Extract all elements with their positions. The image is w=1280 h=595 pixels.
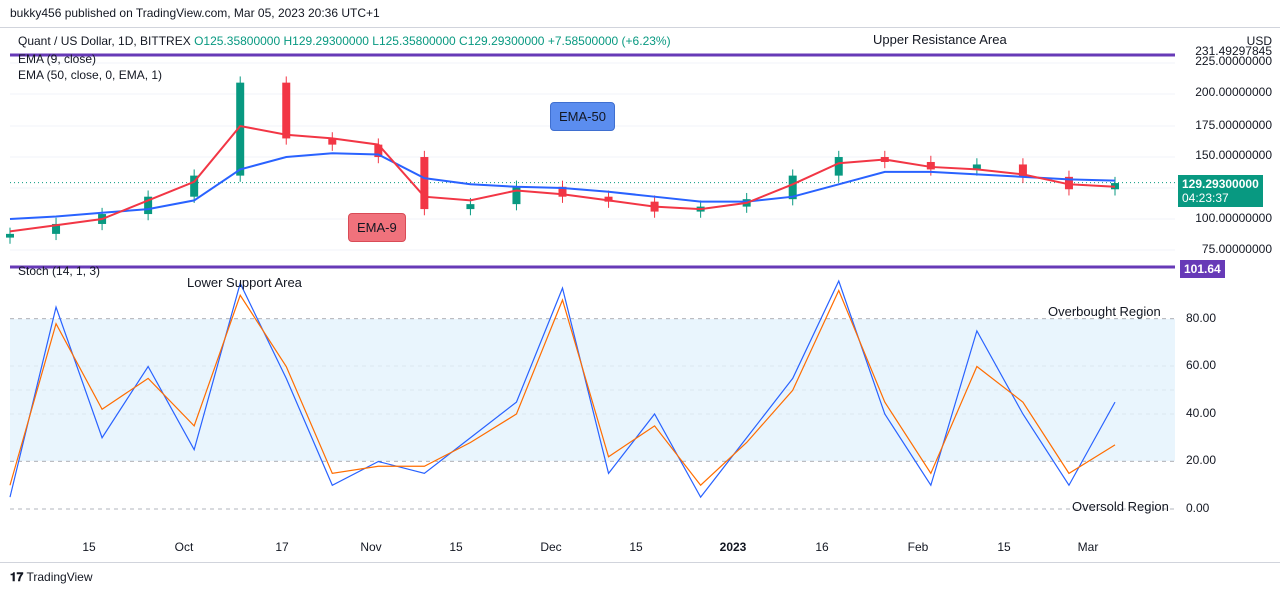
ema50-callout: EMA-50 bbox=[550, 102, 615, 131]
time-axis-label: 2023 bbox=[719, 540, 747, 554]
price-axis-label: 100.00000000 bbox=[1195, 211, 1272, 225]
time-axis-label: 15 bbox=[997, 540, 1011, 554]
candle-body bbox=[788, 175, 797, 200]
price-axis-label: 150.00000000 bbox=[1195, 148, 1272, 162]
stoch-axis-label: 40.00 bbox=[1186, 406, 1217, 420]
candle-body bbox=[1018, 164, 1027, 177]
stoch-band bbox=[10, 319, 1175, 461]
low-value: L125.35800000 bbox=[372, 34, 456, 48]
stoch-axis-label: 80.00 bbox=[1186, 311, 1217, 325]
stoch-k-line bbox=[9, 279, 1116, 499]
candle-body bbox=[926, 161, 935, 170]
candle-body bbox=[512, 186, 521, 205]
ema9-legend: EMA (9, close) bbox=[18, 52, 97, 66]
price-axis-label: 200.00000000 bbox=[1195, 85, 1272, 99]
candle-body bbox=[972, 164, 981, 170]
time-axis-label: 15 bbox=[449, 540, 463, 554]
close-value: C129.29300000 bbox=[459, 34, 545, 48]
ema50-line bbox=[9, 152, 1116, 221]
last-price-value: 129.29300000 bbox=[1182, 177, 1259, 191]
last-price-tag: 129.29300000 04:23:37 bbox=[1178, 175, 1263, 207]
lower-support-label: Lower Support Area bbox=[187, 275, 302, 290]
high-value: H129.29300000 bbox=[283, 34, 369, 48]
candle-body bbox=[236, 82, 245, 176]
symbol-label: Quant / US Dollar, 1D, BITTREX bbox=[18, 34, 191, 48]
ohlc-legend: Quant / US Dollar, 1D, BITTREX O125.3580… bbox=[18, 34, 671, 48]
candle-body bbox=[282, 82, 291, 139]
candle-body bbox=[834, 157, 843, 176]
tv-logo-icon: 𝟏𝟕 bbox=[10, 570, 24, 584]
stoch-d-line bbox=[9, 289, 1116, 487]
candle-body bbox=[604, 196, 613, 202]
time-axis-label: Nov bbox=[360, 540, 382, 554]
price-axis-label: 175.00000000 bbox=[1195, 118, 1272, 132]
candle-body bbox=[420, 157, 429, 210]
change-value: +7.58500000 (+6.23%) bbox=[547, 34, 671, 48]
candle-body bbox=[328, 138, 337, 145]
candle-body bbox=[466, 204, 475, 210]
top-divider bbox=[0, 27, 1280, 28]
candle-body bbox=[190, 175, 199, 197]
stoch-legend: Stoch (14, 1, 3) bbox=[18, 264, 101, 278]
tv-logo-text: TradingView bbox=[26, 570, 93, 584]
time-axis-label: 16 bbox=[815, 540, 829, 554]
open-value: O125.35800000 bbox=[194, 34, 281, 48]
candle-body bbox=[144, 196, 153, 215]
oversold-label: Oversold Region bbox=[1072, 499, 1169, 514]
chart-canvas[interactable] bbox=[0, 0, 1280, 540]
price-axis-label: 225.00000000 bbox=[1195, 54, 1272, 68]
time-axis-label: 15 bbox=[629, 540, 643, 554]
currency-label: USD bbox=[1246, 34, 1272, 48]
candle-body bbox=[374, 144, 383, 158]
upper-resistance-label: Upper Resistance Area bbox=[873, 32, 1007, 47]
bottom-divider bbox=[0, 562, 1280, 563]
overbought-label: Overbought Region bbox=[1048, 304, 1161, 319]
candle-body bbox=[52, 223, 61, 234]
stoch-axis-label: 60.00 bbox=[1186, 358, 1217, 372]
ema9-callout: EMA-9 bbox=[348, 213, 406, 242]
price-axis-label: 75.00000000 bbox=[1201, 242, 1272, 256]
stoch-level-tag: 101.64 bbox=[1180, 260, 1225, 278]
publisher-header: bukky456 published on TradingView.com, M… bbox=[10, 6, 380, 20]
stoch-axis-label: 20.00 bbox=[1186, 453, 1217, 467]
candle-body bbox=[558, 186, 567, 197]
series-lines bbox=[9, 124, 1116, 499]
time-axis-label: Dec bbox=[540, 540, 562, 554]
time-axis-label: 17 bbox=[275, 540, 289, 554]
time-axis-label: Feb bbox=[907, 540, 929, 554]
tradingview-logo[interactable]: 𝟏𝟕 TradingView bbox=[10, 570, 93, 585]
time-axis-label: Mar bbox=[1077, 540, 1099, 554]
candle-body bbox=[1064, 176, 1073, 190]
price-axis-label: 231.49297845 bbox=[1195, 44, 1272, 58]
candle-body bbox=[6, 233, 14, 238]
time-axis-label: 15 bbox=[82, 540, 96, 554]
time-axis-label: Oct bbox=[174, 540, 194, 554]
stoch-axis-label: 0.00 bbox=[1186, 501, 1210, 515]
countdown-value: 04:23:37 bbox=[1182, 191, 1229, 205]
ema9-line bbox=[9, 124, 1116, 233]
ema50-legend: EMA (50, close, 0, EMA, 1) bbox=[18, 68, 163, 82]
